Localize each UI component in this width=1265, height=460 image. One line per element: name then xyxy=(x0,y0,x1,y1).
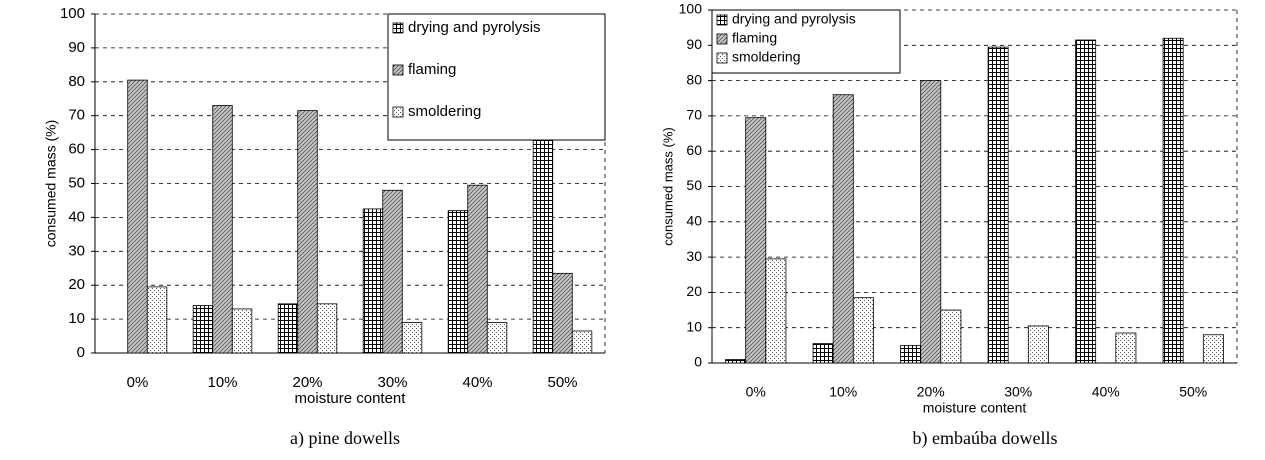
y-tick-label: 20 xyxy=(686,283,702,299)
legend-label: drying and pyrolysis xyxy=(732,11,856,27)
legend-swatch xyxy=(716,52,728,64)
legend-label: smoldering xyxy=(732,49,800,65)
bar xyxy=(987,46,1009,364)
legend-swatch xyxy=(392,22,404,34)
legend-box xyxy=(711,9,901,74)
bar xyxy=(900,344,922,364)
y-tick-label: 20 xyxy=(68,276,85,293)
bar xyxy=(920,80,942,364)
bar xyxy=(571,330,593,354)
x-tick-label: 50% xyxy=(1179,384,1207,400)
x-tick-label: 40% xyxy=(1092,384,1120,400)
y-tick-label: 70 xyxy=(68,107,85,124)
legend-swatch xyxy=(392,64,404,76)
y-tick-label: 40 xyxy=(68,208,85,225)
legend-label: drying and pyrolysis xyxy=(408,19,541,36)
bar xyxy=(146,286,168,354)
bar xyxy=(362,208,384,354)
y-tick-label: 0 xyxy=(77,344,85,361)
x-tick-label: 20% xyxy=(292,374,322,391)
y-tick-label: 90 xyxy=(686,36,702,52)
bar xyxy=(852,297,874,364)
legend-swatch xyxy=(716,33,728,45)
y-tick-label: 60 xyxy=(68,141,85,158)
bar xyxy=(1115,332,1137,364)
y-tick-label: 80 xyxy=(68,73,85,90)
y-tick-label: 50 xyxy=(68,174,85,191)
x-tick-label: 10% xyxy=(207,374,237,391)
y-tick-label: 90 xyxy=(68,39,85,56)
legend-swatch xyxy=(392,106,404,118)
bar xyxy=(192,305,214,354)
bar xyxy=(297,110,318,354)
bar xyxy=(765,258,787,364)
bar xyxy=(231,308,253,354)
y-tick-label: 40 xyxy=(686,213,702,229)
legend-label: smoldering xyxy=(408,103,481,120)
legend-label: flaming xyxy=(408,61,456,78)
x-axis-label: moisture content xyxy=(295,390,407,407)
caption: b) embaúba dowells xyxy=(913,428,1058,449)
x-tick-label: 20% xyxy=(917,384,945,400)
bar xyxy=(277,303,299,354)
y-tick-label: 80 xyxy=(686,71,702,87)
bar xyxy=(401,322,423,354)
y-tick-label: 100 xyxy=(60,5,85,22)
caption: a) pine dowells xyxy=(290,428,400,449)
y-tick-label: 50 xyxy=(686,177,702,193)
x-tick-label: 30% xyxy=(377,374,407,391)
bar xyxy=(725,359,747,364)
bar xyxy=(1162,37,1184,364)
y-axis-label: consumed mass (%) xyxy=(43,120,59,248)
y-tick-label: 0 xyxy=(694,354,702,370)
bar xyxy=(940,309,962,364)
y-tick-label: 70 xyxy=(686,107,702,123)
x-tick-label: 40% xyxy=(462,374,492,391)
x-tick-label: 30% xyxy=(1004,384,1032,400)
bar xyxy=(316,303,338,354)
y-tick-label: 10 xyxy=(68,310,85,327)
bar xyxy=(532,115,554,354)
x-tick-label: 0% xyxy=(127,374,149,391)
y-tick-label: 10 xyxy=(686,318,702,334)
x-tick-label: 10% xyxy=(829,384,857,400)
bar xyxy=(745,117,767,364)
y-axis-label: consumed mass (%) xyxy=(660,127,675,245)
bar xyxy=(127,79,148,354)
bar xyxy=(447,210,469,354)
bar xyxy=(486,322,508,354)
y-tick-label: 100 xyxy=(679,1,703,17)
legend-label: flaming xyxy=(732,30,777,46)
y-tick-label: 60 xyxy=(686,142,702,158)
bar xyxy=(552,272,573,354)
bar xyxy=(832,94,854,364)
bar xyxy=(1075,39,1097,364)
bar xyxy=(812,343,834,364)
bar xyxy=(212,105,233,354)
bar xyxy=(1027,325,1049,364)
legend-box xyxy=(387,13,606,141)
x-axis-label: moisture content xyxy=(923,400,1027,416)
bar xyxy=(1202,334,1224,364)
y-tick-label: 30 xyxy=(68,242,85,259)
bar xyxy=(467,184,488,354)
x-tick-label: 0% xyxy=(746,384,766,400)
x-tick-label: 50% xyxy=(547,374,577,391)
y-tick-label: 30 xyxy=(686,248,702,264)
bar xyxy=(382,189,403,354)
legend-swatch xyxy=(716,14,728,26)
